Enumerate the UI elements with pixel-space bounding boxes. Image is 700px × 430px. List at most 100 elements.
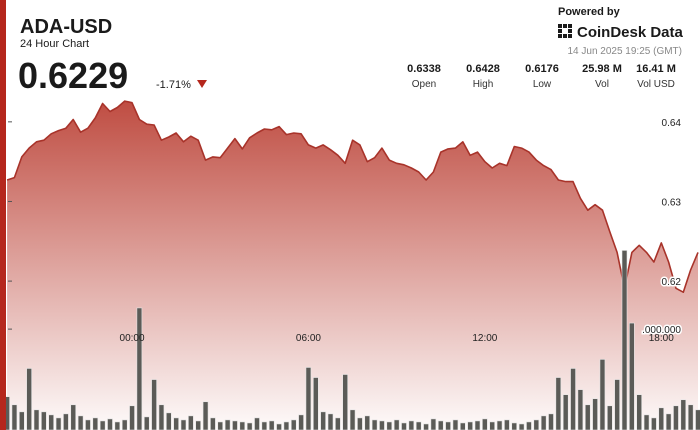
volume-bar: [239, 421, 246, 430]
line-layer: [6, 100, 699, 293]
volume-bar: [680, 399, 687, 430]
down-arrow: [197, 80, 207, 88]
volume-bar: [26, 368, 32, 430]
volume-bar: [143, 416, 150, 430]
volume-bar: [371, 419, 378, 430]
stat-label: High: [473, 79, 494, 90]
subtitle: 24 Hour Chart: [20, 38, 89, 50]
label-layer: 0.62 0.63 0.64 .000.000 00:00 06:00 12:00 18:00: [8, 116, 683, 344]
volume-bar: [312, 377, 319, 430]
volume-bar: [643, 414, 650, 430]
volume-bar: [651, 417, 657, 430]
stat-value: 0.6428: [466, 63, 500, 75]
volume-bar: [357, 417, 363, 430]
volume-bar: [158, 404, 165, 430]
volume-bar: [673, 405, 679, 430]
volume-bar: [504, 419, 510, 430]
volume-bar: [452, 419, 459, 430]
volume-bar: [423, 423, 429, 430]
volume-bar: [268, 420, 275, 430]
volume-bar: [166, 412, 172, 430]
volume-bar: [246, 422, 253, 430]
volume-bar: [99, 420, 106, 430]
volume-bar: [570, 368, 576, 430]
volume-bar: [695, 409, 700, 430]
volume-bar: [41, 411, 47, 430]
volume-bar: [290, 419, 297, 430]
timestamp: 14 Jun 2025 19:25 (GMT): [567, 46, 682, 57]
volume-bar: [599, 359, 606, 430]
volume-bar: [636, 394, 643, 430]
volume-bar: [584, 404, 591, 430]
x-tick-label: 18:00: [649, 333, 674, 344]
volume-bar: [210, 417, 216, 430]
volume-bar: [195, 420, 201, 430]
volume-bar: [437, 420, 444, 430]
x-tick-label: 06:00: [296, 333, 321, 344]
price-line: [6, 100, 699, 293]
brand: CoinDesk Data: [577, 24, 684, 41]
volume-bar: [577, 389, 584, 430]
volume-bar: [482, 418, 488, 430]
stat-label: Low: [533, 79, 552, 90]
volume-bar: [562, 394, 569, 430]
volume-bar: [518, 423, 525, 430]
volume-bar: [606, 405, 613, 430]
stat-value: 0.6176: [525, 63, 559, 75]
volume-bar: [151, 379, 157, 430]
volume-bar: [173, 417, 179, 430]
volume-bar: [445, 421, 451, 430]
volume-bar: [320, 411, 326, 430]
price-area: [7, 101, 699, 430]
volume-bar: [687, 404, 694, 430]
volume-bar: [136, 307, 143, 430]
volume-bar: [408, 420, 415, 430]
volume-bar: [386, 421, 393, 430]
y-tick-label: 0.64: [662, 118, 682, 129]
y-tick-label: 0.63: [662, 197, 682, 208]
volume-bar: [254, 417, 260, 430]
volume-bar: [298, 414, 304, 430]
volume-bar: [92, 417, 99, 430]
volume-bar: [114, 421, 121, 430]
volume-bar: [474, 420, 481, 430]
volume-bar: [335, 417, 341, 430]
stat-label: Open: [412, 79, 436, 90]
volume-bar: [70, 404, 77, 430]
volume-bar: [379, 420, 385, 430]
area-layer: [7, 101, 699, 430]
volume-bar: [415, 421, 422, 430]
price: 0.6229: [18, 55, 128, 96]
plot-area: 0.62 0.63 0.64 .000.000 00:00 06:00 12:00 18:00: [4, 100, 700, 430]
volume-bar: [533, 419, 540, 430]
volume-bar: [48, 414, 55, 430]
volume-bar: [555, 377, 562, 430]
volume-bar: [121, 419, 128, 430]
volume-bar: [540, 415, 547, 430]
volume-bar: [63, 413, 69, 430]
bar-layer: [4, 250, 700, 430]
volume-bar: [283, 421, 290, 430]
volume-bar: [327, 413, 334, 430]
volume-bar: [467, 421, 473, 430]
volume-bar: [18, 411, 25, 430]
volume-bar: [77, 415, 84, 430]
x-tick-label: 00:00: [120, 333, 145, 344]
volume-bar: [526, 421, 532, 430]
volume-bar: [129, 405, 135, 430]
y-tick-label: 0.62: [662, 277, 682, 288]
volume-bar: [629, 322, 635, 430]
volume-bar: [33, 409, 40, 430]
volume-bar: [349, 409, 356, 430]
volume-bar: [188, 415, 194, 430]
volume-bar: [276, 423, 282, 430]
powered-by: Powered by: [558, 6, 621, 18]
volume-bar: [232, 420, 238, 430]
stat-label: Vol USD: [637, 79, 675, 90]
volume-bar: [85, 419, 91, 430]
volume-bar: [430, 418, 437, 430]
change: -1.71%: [156, 79, 191, 91]
volume-bar: [592, 398, 598, 430]
volume-bar: [342, 374, 349, 430]
